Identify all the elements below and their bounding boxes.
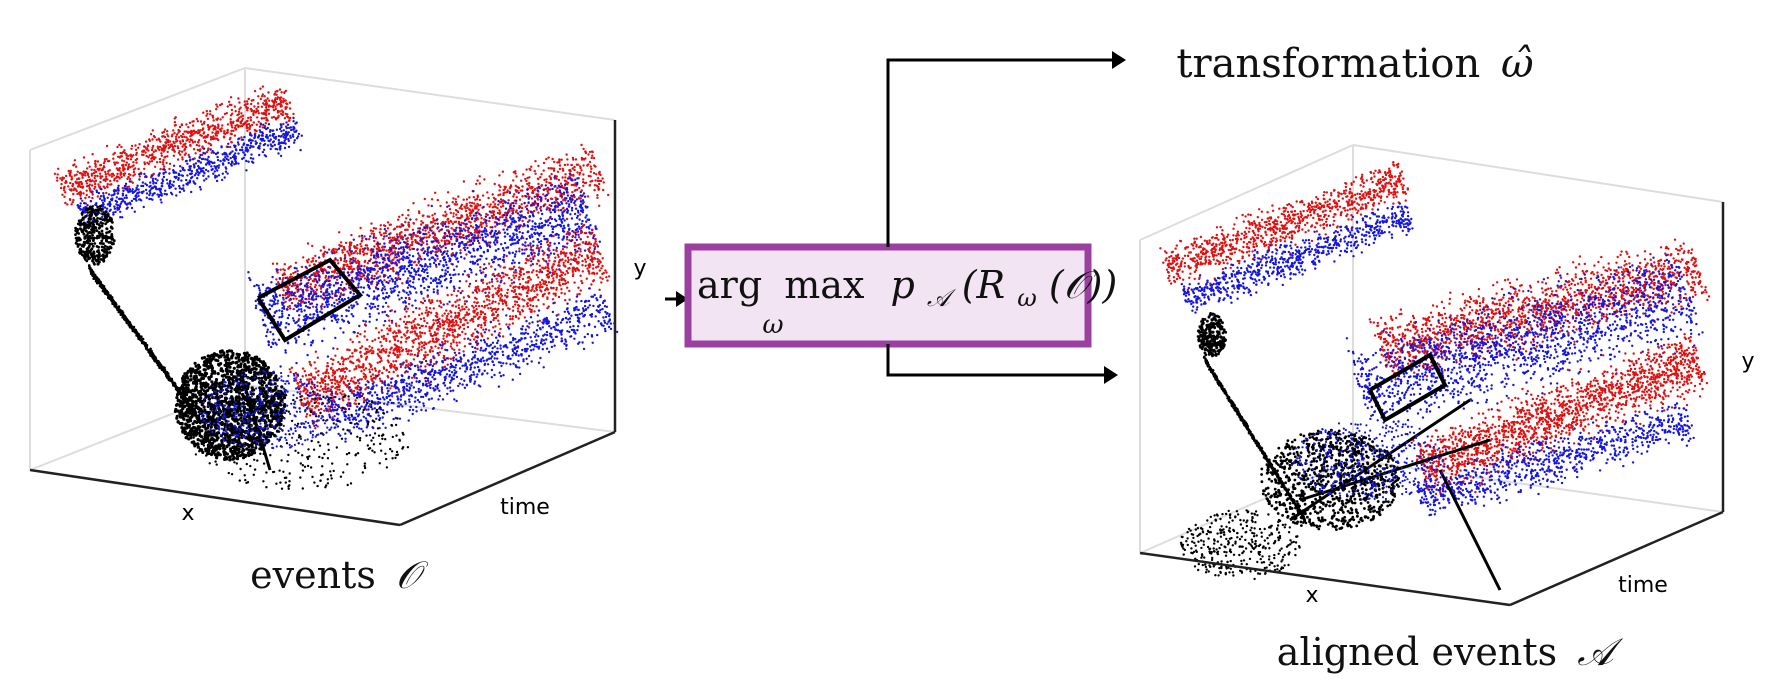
right-axis-x-label: x xyxy=(1305,583,1318,608)
input-arrow-head xyxy=(676,291,688,307)
right-event-points xyxy=(1159,161,1711,591)
left-event-plot: x time y events 𝒪 xyxy=(29,67,647,597)
prob-p: p xyxy=(890,263,914,307)
output-arrow-lower-head xyxy=(1104,366,1118,384)
left-caption-symbol: 𝒪 xyxy=(396,553,429,597)
optimizer-box xyxy=(684,243,1092,348)
left-caption-text: events xyxy=(250,553,376,597)
output-arrow-upper-line xyxy=(886,58,1112,247)
output-arrow-lower-line xyxy=(886,344,1104,377)
right-caption: aligned events 𝒜 xyxy=(1277,630,1624,674)
left-axis-x-label: x xyxy=(181,501,194,526)
left-axis-y-label: y xyxy=(633,256,646,281)
right-plot-front-frame xyxy=(1139,202,1725,607)
right-caption-symbol: 𝒜 xyxy=(1577,630,1624,674)
output-arrow-upper-head xyxy=(1112,51,1126,69)
max-word: max xyxy=(784,263,864,307)
transformation-symbol: ω̂ xyxy=(1501,41,1534,87)
argmax-subscript: ω xyxy=(762,310,783,340)
right-axis-time-label: time xyxy=(1618,573,1668,598)
transform-subscript: ω xyxy=(1017,284,1037,312)
left-axis-time-label: time xyxy=(500,495,550,520)
prob-subscript: 𝒜 xyxy=(927,284,957,312)
transform-open: (R xyxy=(962,263,1005,307)
transformation-label: transformation ω̂ xyxy=(1176,41,1533,87)
right-event-plot: x time y aligned events 𝒜 xyxy=(1139,144,1755,674)
arg-word: arg xyxy=(697,263,762,307)
left-event-points xyxy=(53,85,619,490)
optimizer-block: arg max p 𝒜 (R ω (𝒪)) ω xyxy=(665,51,1126,384)
argmax-text: arg max p 𝒜 (R ω (𝒪)) xyxy=(697,263,1117,315)
right-plot-back-frame xyxy=(1139,144,1724,554)
right-caption-text: aligned events xyxy=(1277,630,1557,674)
left-caption: events 𝒪 xyxy=(250,553,429,597)
transform-close: (𝒪)) xyxy=(1049,263,1117,307)
right-axis-y-label: y xyxy=(1741,349,1754,374)
left-plot-front-frame xyxy=(29,120,617,527)
transformation-text: transformation xyxy=(1176,41,1480,87)
